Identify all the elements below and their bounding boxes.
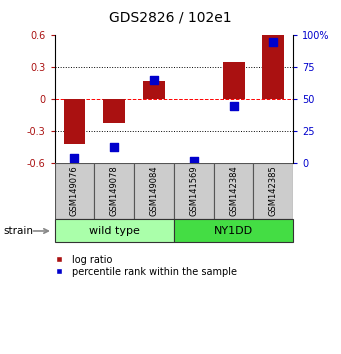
Text: GSM149076: GSM149076 (70, 165, 79, 216)
Bar (253, 164, 293, 219)
Point (191, 158, 196, 164)
Text: GSM149084: GSM149084 (149, 165, 159, 216)
Bar (174, 164, 214, 219)
Point (112, 144, 117, 150)
Text: GSM149078: GSM149078 (110, 165, 119, 216)
Text: NY1DD: NY1DD (214, 226, 253, 236)
Bar (143, 81, 165, 99)
Bar (134, 164, 174, 219)
Bar (63, 99, 85, 144)
Bar (223, 62, 244, 99)
Point (151, 78, 157, 83)
Text: strain: strain (3, 226, 33, 236)
Text: GDS2826 / 102e1: GDS2826 / 102e1 (109, 11, 232, 25)
Bar (94, 164, 134, 219)
Text: GSM142384: GSM142384 (229, 165, 238, 216)
Text: wild type: wild type (89, 226, 140, 236)
Bar (55, 164, 94, 219)
Bar (214, 164, 253, 219)
Point (271, 39, 276, 45)
Bar (103, 99, 125, 123)
Text: GSM141569: GSM141569 (189, 165, 198, 216)
Text: GSM142385: GSM142385 (269, 165, 278, 216)
Point (72, 155, 77, 161)
Point (231, 103, 236, 109)
Legend: log ratio, percentile rank within the sample: log ratio, percentile rank within the sa… (46, 251, 241, 281)
Bar (263, 35, 284, 99)
